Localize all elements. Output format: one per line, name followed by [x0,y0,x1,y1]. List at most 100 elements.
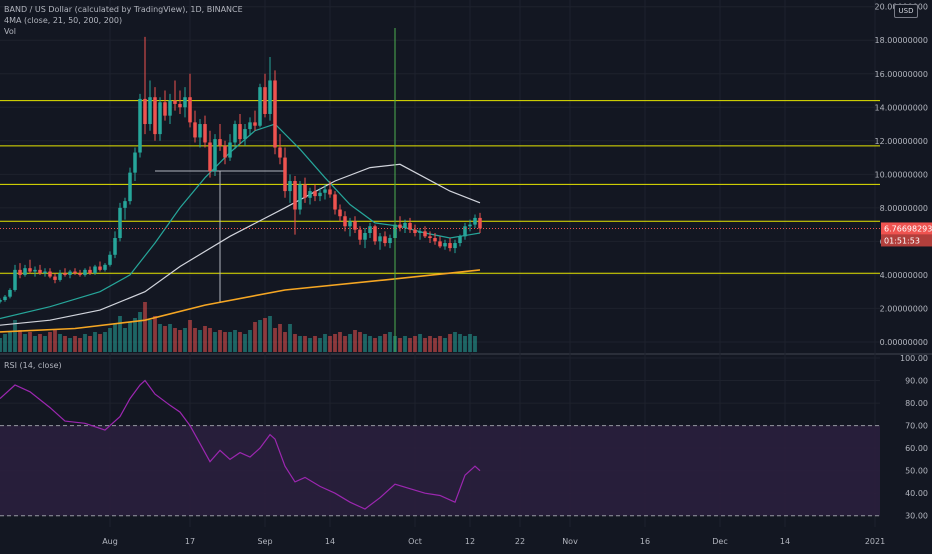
candle-body [373,226,377,242]
candle-body [303,184,307,198]
candle-body [323,189,327,193]
candle-body [13,269,17,290]
candle-body [358,229,362,240]
price-tick-label: 16.00000000 [875,70,928,79]
volume-bar [208,328,212,352]
volume-bar [123,328,127,352]
volume-bar [28,332,32,352]
rsi-band [0,425,880,517]
horizontal-levels[interactable] [0,100,880,274]
volume-bar [88,336,92,352]
candle-body [313,191,317,197]
volume-bar [113,324,117,352]
volume-bar [328,336,332,352]
rsi-tick-label: 80.00 [905,399,928,408]
volume-bar [388,332,392,352]
volume-bar [68,338,72,352]
ma-line-ma200 [0,269,481,333]
candle-body [173,100,177,104]
volume-bar [378,336,382,352]
ma-legend[interactable]: 4MA (close, 21, 50, 200, 200) [4,16,123,25]
volume-bar [283,332,287,352]
candle-body [403,222,407,228]
rsi-legend[interactable]: RSI (14, close) [4,361,62,370]
time-axis[interactable]: Aug 17 Sep 14 Oct 12 22 Nov 16 Dec 14 2021 [102,537,885,546]
candle-body [158,102,162,135]
volume-bar [313,336,317,352]
volume-bar [298,336,302,352]
volume-bar [143,302,147,352]
candle-body [138,98,142,153]
candle-body [63,273,67,275]
candle-body [193,122,197,138]
symbol-legend[interactable]: BAND / US Dollar (calculated by TradingV… [4,5,243,14]
volume-bar [353,330,357,352]
price-tick-label: 0.00000000 [880,338,928,347]
time-tick-label: 22 [515,537,525,546]
rsi-line [0,379,481,510]
price-tick-label: 14.00000000 [875,103,928,112]
candle-body [103,264,107,270]
volume-bar [258,320,262,352]
volume-bar [203,326,207,352]
candle-body [478,217,482,229]
volume-bar [333,334,337,352]
volume-bar [473,336,477,352]
candle-body [423,231,427,237]
candle-body [143,98,147,125]
volume-bar [273,328,277,352]
candle-body [128,172,132,202]
time-tick-label: 2021 [865,537,885,546]
rsi-tick-label: 40.00 [905,489,928,498]
candle-body [33,269,37,272]
candle-body [338,209,342,217]
structure-lines[interactable] [155,170,285,302]
candle-body [243,129,247,140]
candle-body [378,236,382,242]
candle-body [118,207,122,239]
last-price-tag [881,222,932,235]
candle-body [18,269,22,275]
volume-bar [438,336,442,352]
candle-body [218,139,222,146]
volume-bar [403,336,407,352]
volume-bar [168,324,172,352]
volume-bar [183,328,187,352]
candle-body [263,87,267,114]
rsi-band-fill [0,425,880,516]
volume-bar [448,334,452,352]
volume-bar [18,330,22,352]
volume-bar [373,338,377,352]
candle-body [233,124,237,143]
candle-body [133,152,137,173]
volume-legend[interactable]: Vol [4,27,16,36]
volume-bar [433,338,437,352]
candle-body [433,238,437,242]
price-tick-label: 2.00000000 [880,304,928,313]
rsi-tick-label: 70.00 [905,422,928,431]
volume-bar [218,330,222,352]
volume-bar [0,338,2,352]
volume-bar [308,338,312,352]
candle-body [43,271,47,274]
candle-body [38,269,42,274]
candle-body [58,273,62,280]
candle-body [78,273,82,275]
volume-bar [3,334,7,352]
volume-bar [428,336,432,352]
candle-body [163,102,167,116]
countdown-tag [881,234,932,247]
price-tick-label: 4.00000000 [880,271,928,280]
volume-bar [58,334,62,352]
candle-body [468,224,472,227]
volume-bar [318,338,322,352]
rsi-tick-label: 50.00 [905,467,928,476]
currency-badge[interactable]: USD [894,4,918,18]
volume-bar [463,336,467,352]
candle-body [198,124,202,138]
time-tick-label: 14 [780,537,790,546]
candle-body [168,100,172,116]
volume-bar [233,330,237,352]
